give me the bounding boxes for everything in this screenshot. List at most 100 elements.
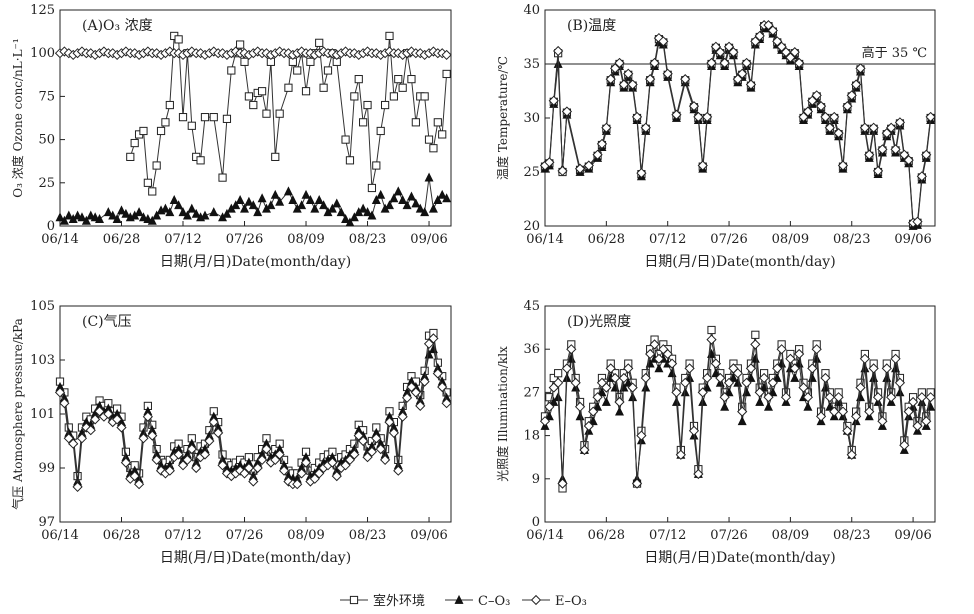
data-point bbox=[174, 35, 183, 44]
data-point bbox=[645, 348, 656, 360]
data-point bbox=[894, 377, 906, 388]
data-point bbox=[257, 193, 267, 203]
data-point bbox=[200, 113, 210, 122]
data-point bbox=[178, 113, 188, 122]
data-point bbox=[376, 126, 385, 136]
data-point bbox=[407, 75, 416, 84]
data-point bbox=[327, 203, 337, 213]
data-point bbox=[442, 193, 452, 203]
data-point bbox=[248, 200, 258, 210]
y-tick-label: 35 bbox=[523, 57, 540, 72]
data-point bbox=[239, 468, 250, 479]
plot-frame bbox=[59, 9, 452, 227]
data-point bbox=[358, 203, 368, 213]
data-point bbox=[397, 411, 408, 422]
data-point bbox=[354, 75, 363, 84]
data-point bbox=[81, 215, 91, 225]
series-diamond bbox=[539, 334, 936, 489]
x-axis-label: 日期(月/日)Date(month/day) bbox=[160, 254, 351, 270]
x-tick-label: 08/23 bbox=[833, 232, 870, 247]
data-point bbox=[807, 372, 817, 382]
data-point bbox=[623, 68, 634, 79]
data-point bbox=[398, 83, 407, 92]
data-point bbox=[315, 38, 324, 47]
data-point bbox=[341, 214, 351, 223]
data-point bbox=[393, 465, 404, 476]
data-point bbox=[231, 200, 241, 210]
data-point bbox=[236, 40, 245, 49]
y-tick-label: 9 bbox=[532, 472, 540, 487]
data-point bbox=[174, 200, 184, 210]
data-point bbox=[187, 121, 196, 130]
data-point bbox=[306, 57, 315, 66]
data-point bbox=[156, 126, 166, 136]
data-point bbox=[227, 66, 236, 75]
data-point bbox=[253, 207, 263, 217]
data-point bbox=[693, 111, 704, 123]
data-point bbox=[785, 353, 796, 364]
data-point bbox=[899, 149, 910, 160]
data-point bbox=[433, 118, 442, 127]
data-point bbox=[653, 353, 665, 364]
data-point bbox=[283, 186, 293, 196]
data-point bbox=[398, 195, 408, 204]
data-point bbox=[345, 217, 355, 227]
data-point bbox=[777, 358, 787, 368]
data-point bbox=[200, 210, 210, 220]
data-point bbox=[859, 122, 870, 133]
data-point bbox=[728, 372, 738, 382]
data-point bbox=[833, 392, 844, 403]
data-point bbox=[750, 353, 760, 363]
data-point bbox=[59, 398, 70, 409]
legend-marker bbox=[349, 595, 359, 605]
data-point bbox=[349, 212, 359, 222]
data-point bbox=[715, 372, 726, 384]
data-point bbox=[349, 449, 360, 460]
data-point bbox=[182, 454, 193, 466]
data-point bbox=[601, 382, 612, 393]
data-point bbox=[359, 118, 368, 127]
data-point bbox=[59, 215, 69, 225]
data-point bbox=[367, 183, 377, 193]
data-point bbox=[877, 144, 888, 155]
data-point bbox=[549, 396, 559, 406]
data-point bbox=[240, 203, 250, 213]
data-point bbox=[261, 443, 272, 455]
y-tick-label: 20 bbox=[523, 219, 540, 234]
data-point bbox=[702, 372, 713, 384]
data-point bbox=[776, 344, 787, 355]
data-point bbox=[579, 444, 590, 456]
x-tick-label: 07/12 bbox=[649, 528, 686, 543]
data-point bbox=[112, 414, 123, 425]
data-point bbox=[186, 443, 197, 455]
y-tick-label: 99 bbox=[38, 461, 55, 476]
x-tick-label: 09/06 bbox=[410, 528, 447, 543]
x-tick-label: 08/09 bbox=[772, 528, 809, 543]
data-point bbox=[640, 122, 651, 133]
x-axis-label: 日期(月/日)Date(month/day) bbox=[644, 254, 835, 270]
data-point bbox=[706, 57, 717, 69]
data-point bbox=[886, 392, 897, 403]
data-point bbox=[623, 377, 633, 387]
data-point bbox=[750, 339, 761, 350]
data-point bbox=[824, 392, 835, 403]
y-tick-label: 36 bbox=[523, 342, 540, 357]
data-point bbox=[776, 41, 787, 52]
data-point bbox=[615, 406, 624, 416]
data-point bbox=[789, 47, 800, 58]
data-point bbox=[597, 387, 607, 397]
data-point bbox=[243, 462, 255, 474]
data-point bbox=[116, 422, 127, 433]
data-point bbox=[702, 382, 712, 392]
x-tick-label: 06/14 bbox=[41, 528, 78, 543]
data-point bbox=[143, 178, 152, 187]
data-point bbox=[890, 353, 901, 364]
data-point bbox=[121, 208, 131, 218]
data-point bbox=[851, 79, 862, 90]
x-tick-label: 06/14 bbox=[526, 232, 563, 247]
data-point bbox=[649, 339, 660, 350]
data-point bbox=[262, 109, 271, 118]
data-point bbox=[798, 111, 809, 123]
x-tick-label: 08/23 bbox=[349, 528, 386, 543]
y-tick-label: 100 bbox=[30, 46, 55, 61]
